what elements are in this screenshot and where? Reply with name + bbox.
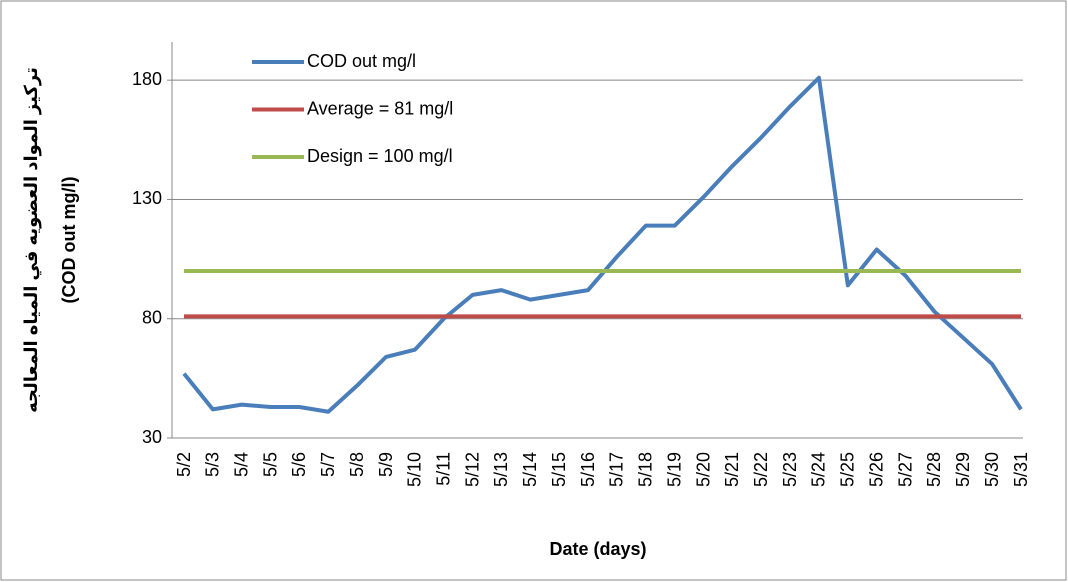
y-axis-label: تركيز المواد العضويه في المياه المعالجه: [21, 67, 42, 413]
x-tick-label: 5/2: [174, 452, 194, 477]
x-tick-group: 5/20: [693, 452, 713, 487]
x-tick-label: 5/22: [751, 452, 771, 487]
x-tick-group: 5/12: [462, 452, 482, 487]
x-tick-label: 5/11: [434, 452, 454, 486]
x-tick-label: 5/31: [1011, 452, 1031, 487]
x-tick-label: 5/7: [318, 452, 338, 477]
x-tick-group: 5/13: [491, 452, 511, 487]
x-tick-label: 5/24: [809, 452, 829, 487]
x-tick-group: 5/29: [953, 452, 973, 487]
legend-label: Average = 81 mg/l: [307, 98, 453, 118]
x-tick-group: 5/2: [174, 452, 194, 477]
y-tick-label: 130: [132, 188, 162, 208]
y-tick-label: 80: [142, 307, 162, 327]
x-tick-group: 5/26: [866, 452, 886, 487]
x-tick-group: 5/9: [376, 452, 396, 477]
x-tick-label: 5/12: [462, 452, 482, 487]
x-tick-group: 5/8: [347, 452, 367, 477]
x-tick-group: 5/7: [318, 452, 338, 477]
x-tick-group: 5/24: [809, 452, 829, 487]
x-tick-label: 5/5: [260, 452, 280, 477]
x-tick-group: 5/27: [895, 452, 915, 487]
x-tick-group: 5/18: [636, 452, 656, 487]
y-label-group: تركيز المواد العضويه في المياه المعالجه: [21, 67, 42, 413]
legend-label: COD out mg/l: [307, 51, 416, 71]
x-tick-label: 5/3: [203, 452, 223, 477]
x-tick-label: 5/16: [578, 452, 598, 487]
x-tick-group: 5/5: [260, 452, 280, 477]
x-tick-label: 5/6: [289, 452, 309, 477]
y-tick-label: 180: [132, 69, 162, 89]
x-tick-group: 5/30: [982, 452, 1002, 487]
x-tick-label: 5/20: [693, 452, 713, 487]
x-tick-label: 5/14: [520, 452, 540, 487]
x-tick-group: 5/25: [838, 452, 858, 487]
x-tick-label: 5/29: [953, 452, 973, 487]
y-tick-label: 30: [142, 427, 162, 447]
x-tick-label: 5/10: [405, 452, 425, 487]
x-tick-label: 5/23: [780, 452, 800, 487]
x-tick-group: 5/14: [520, 452, 540, 487]
x-tick-label: 5/28: [924, 452, 944, 487]
x-tick-group: 5/4: [231, 452, 251, 477]
x-axis-label: Date (days): [549, 539, 646, 559]
x-tick-label: 5/25: [838, 452, 858, 487]
x-tick-group: 5/10: [405, 452, 425, 487]
x-tick-group: 5/19: [664, 452, 684, 487]
x-tick-group: 5/23: [780, 452, 800, 487]
x-tick-label: 5/15: [549, 452, 569, 487]
x-tick-label: 5/26: [866, 452, 886, 487]
x-tick-group: 5/6: [289, 452, 309, 477]
x-tick-group: 5/17: [607, 452, 627, 487]
x-tick-label: 5/13: [491, 452, 511, 487]
x-tick-group: 5/15: [549, 452, 569, 487]
x-tick-label: 5/9: [376, 452, 396, 477]
x-tick-label: 5/4: [231, 452, 251, 477]
legend-label: Design = 100 mg/l: [307, 146, 453, 166]
x-tick-group: 5/16: [578, 452, 598, 487]
x-tick-group: 5/22: [751, 452, 771, 487]
x-tick-label: 5/19: [664, 452, 684, 487]
x-tick-label: 5/27: [895, 452, 915, 487]
x-tick-group: 5/28: [924, 452, 944, 487]
y-axis-label: (COD out mg/l): [59, 177, 79, 304]
x-tick-label: 5/21: [722, 452, 742, 487]
x-tick-group: 5/31: [1011, 452, 1031, 487]
x-tick-label: 5/18: [636, 452, 656, 487]
x-tick-label: 5/8: [347, 452, 367, 477]
x-tick-label: 5/17: [607, 452, 627, 487]
x-tick-group: 5/21: [722, 452, 742, 487]
y-label-group: (COD out mg/l): [59, 177, 79, 304]
x-tick-group: 5/11: [434, 452, 454, 486]
x-tick-group: 5/3: [203, 452, 223, 477]
series-line: [182, 75, 1023, 414]
x-tick-label: 5/30: [982, 452, 1002, 487]
